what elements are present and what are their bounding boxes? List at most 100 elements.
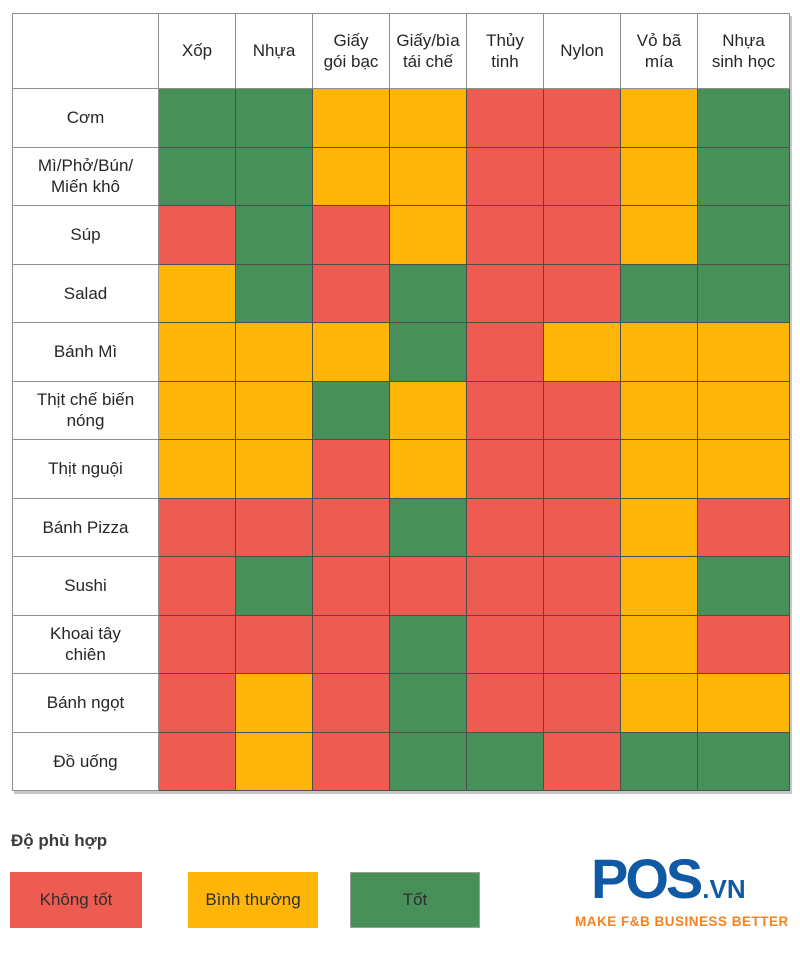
matrix-cell-normal	[620, 614, 698, 674]
matrix-cell-bad	[158, 556, 236, 616]
matrix-cell-good	[620, 731, 698, 791]
row-label: Súp	[12, 205, 159, 265]
matrix-row: Thịt chế biến nóng	[12, 380, 790, 440]
matrix-row: Bánh ngọt	[12, 673, 790, 733]
row-label: Thịt chế biến nóng	[12, 380, 159, 440]
matrix-cell-good	[697, 205, 790, 265]
matrix-cell-bad	[466, 673, 544, 733]
matrix-cell-normal	[158, 322, 236, 382]
matrix-cell-bad	[312, 731, 390, 791]
matrix-cell-normal	[235, 673, 313, 733]
matrix-row: Thịt nguội	[12, 439, 790, 499]
row-label: Salad	[12, 263, 159, 323]
row-label: Bánh ngọt	[12, 673, 159, 733]
matrix-cell-bad	[543, 146, 621, 206]
matrix-cell-good	[697, 88, 790, 148]
matrix-cell-good	[697, 556, 790, 616]
matrix-row: Súp	[12, 205, 790, 265]
ipos-wordmark: POS.vn	[575, 851, 790, 907]
matrix-cell-good	[620, 263, 698, 323]
row-label: Đồ uống	[12, 731, 159, 791]
matrix-cell-bad	[312, 439, 390, 499]
matrix-cell-good	[235, 146, 313, 206]
matrix-cell-normal	[620, 439, 698, 499]
column-header: Thủy tinh	[466, 13, 544, 89]
matrix-cell-normal	[158, 263, 236, 323]
matrix-cell-bad	[158, 731, 236, 791]
matrix-cell-bad	[466, 322, 544, 382]
row-label: Sushi	[12, 556, 159, 616]
matrix-cell-bad	[543, 497, 621, 557]
matrix-cell-bad	[235, 497, 313, 557]
matrix-cell-bad	[466, 380, 544, 440]
matrix-cell-normal	[235, 731, 313, 791]
row-label: Mì/Phở/Bún/ Miến khô	[12, 146, 159, 206]
matrix-cell-bad	[466, 556, 544, 616]
matrix-row: Sushi	[12, 556, 790, 616]
matrix-cell-normal	[312, 322, 390, 382]
legend-label-good: Tốt	[402, 890, 428, 909]
matrix-cell-normal	[620, 673, 698, 733]
matrix-cell-bad	[312, 614, 390, 674]
column-header: Nylon	[543, 13, 621, 89]
matrix-cell-good	[158, 146, 236, 206]
matrix-cell-normal	[620, 322, 698, 382]
matrix-cell-bad	[312, 205, 390, 265]
matrix-cell-normal	[389, 439, 467, 499]
legend-label-normal: Bình thường	[205, 890, 301, 909]
matrix-cell-normal	[620, 205, 698, 265]
matrix-cell-bad	[466, 88, 544, 148]
matrix-row: Bánh Mì	[12, 322, 790, 382]
matrix-cell-good	[389, 497, 467, 557]
matrix-cell-good	[235, 263, 313, 323]
column-header: Vỏ bã mía	[620, 13, 698, 89]
matrix-cell-bad	[543, 614, 621, 674]
matrix-cell-bad	[543, 439, 621, 499]
matrix-row: Khoai tây chiên	[12, 614, 790, 674]
matrix-cell-normal	[389, 380, 467, 440]
matrix-cell-bad	[312, 556, 390, 616]
matrix-cell-bad	[543, 380, 621, 440]
matrix-row: Đồ uống	[12, 731, 790, 791]
matrix-cell-normal	[697, 439, 790, 499]
column-header: Xốp	[158, 13, 236, 89]
matrix-cell-good	[312, 380, 390, 440]
matrix-cell-bad	[235, 614, 313, 674]
matrix-cell-normal	[697, 673, 790, 733]
row-label: Thịt nguội	[12, 439, 159, 499]
matrix-cell-bad	[543, 673, 621, 733]
matrix-cell-normal	[312, 88, 390, 148]
matrix-cell-bad	[543, 263, 621, 323]
matrix-row: Mì/Phở/Bún/ Miến khô	[12, 146, 790, 206]
matrix-cell-good	[389, 731, 467, 791]
matrix-cell-normal	[389, 88, 467, 148]
logo-tagline: MAKE F&B BUSINESS BETTER	[575, 914, 789, 929]
matrix-cell-normal	[620, 497, 698, 557]
matrix-cell-bad	[389, 556, 467, 616]
matrix-cell-normal	[697, 322, 790, 382]
column-header: Giấy gói bạc	[312, 13, 390, 89]
logo-vn-text: .vn	[702, 874, 746, 904]
suitability-matrix: Xốp Nhựa Giấy gói bạc Giấy/bìa tái chế T…	[12, 13, 790, 791]
column-header: Giấy/bìa tái chế	[389, 13, 467, 89]
matrix-cell-bad	[466, 614, 544, 674]
matrix-cell-good	[158, 88, 236, 148]
legend-item-normal: Bình thường	[188, 872, 318, 928]
matrix-cell-good	[389, 614, 467, 674]
matrix-cell-bad	[543, 731, 621, 791]
matrix-cell-normal	[158, 380, 236, 440]
matrix-cell-good	[389, 673, 467, 733]
matrix-cell-good	[466, 731, 544, 791]
matrix-cell-bad	[543, 556, 621, 616]
matrix-cell-normal	[620, 146, 698, 206]
matrix-cell-bad	[158, 497, 236, 557]
row-label: Bánh Pizza	[12, 497, 159, 557]
matrix-cell-good	[235, 88, 313, 148]
matrix-cell-normal	[312, 146, 390, 206]
matrix-cell-normal	[158, 439, 236, 499]
column-header: Nhựa	[235, 13, 313, 89]
matrix-cell-normal	[235, 380, 313, 440]
matrix-cell-bad	[158, 205, 236, 265]
logo-pos-text: POS	[591, 847, 703, 910]
matrix-cell-normal	[697, 380, 790, 440]
